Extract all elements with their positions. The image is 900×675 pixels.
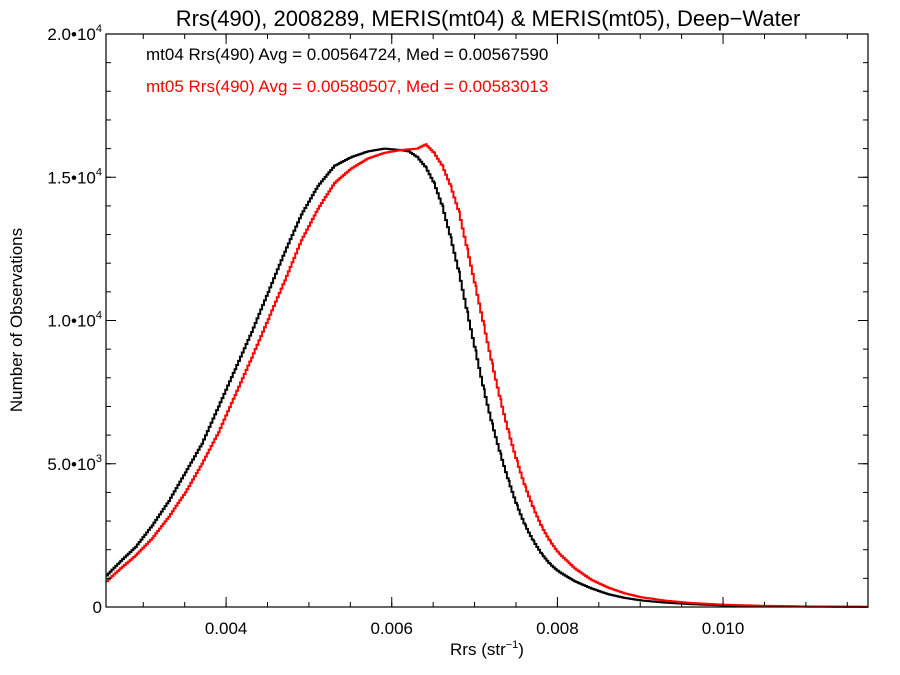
legend-entry-mt05: mt05 Rrs(490) Avg = 0.00580507, Med = 0.…: [146, 77, 548, 96]
y-tick-label: 2.0•104: [47, 23, 102, 44]
legend-entry-mt04: mt04 Rrs(490) Avg = 0.00564724, Med = 0.…: [146, 45, 548, 64]
x-tick-label: 0.010: [702, 619, 745, 638]
x-tick-label: 0.004: [205, 619, 248, 638]
x-axis-label-text: Rrs (str: [450, 640, 506, 659]
x-axis-label: Rrs (str−1): [450, 639, 524, 659]
series-mt04-line: [106, 147, 868, 608]
x-axis-label-exponent: −1: [506, 639, 519, 651]
legend: mt04 Rrs(490) Avg = 0.00564724, Med = 0.…: [146, 45, 548, 96]
y-tick-label: 1.0•104: [47, 310, 102, 331]
y-tick-label: 0: [93, 598, 102, 617]
series-layer: [106, 143, 869, 608]
x-axis-label-close: ): [518, 640, 524, 659]
x-tick-label: 0.008: [536, 619, 579, 638]
chart-title: Rrs(490), 2008289, MERIS(mt04) & MERIS(m…: [176, 6, 801, 31]
series-mt05-line: [106, 143, 869, 608]
ticks-layer: 0.004 0.006 0.008 0.010 0 5.0•103 1.0•104 1.5•1…: [47, 23, 868, 638]
y-tick-label: 1.5•104: [47, 166, 102, 187]
plot-frame: [105, 33, 869, 608]
y-axis-label: Number of Observations: [7, 228, 26, 412]
y-tick-label: 5.0•103: [47, 453, 102, 474]
x-tick-label: 0.006: [370, 619, 413, 638]
